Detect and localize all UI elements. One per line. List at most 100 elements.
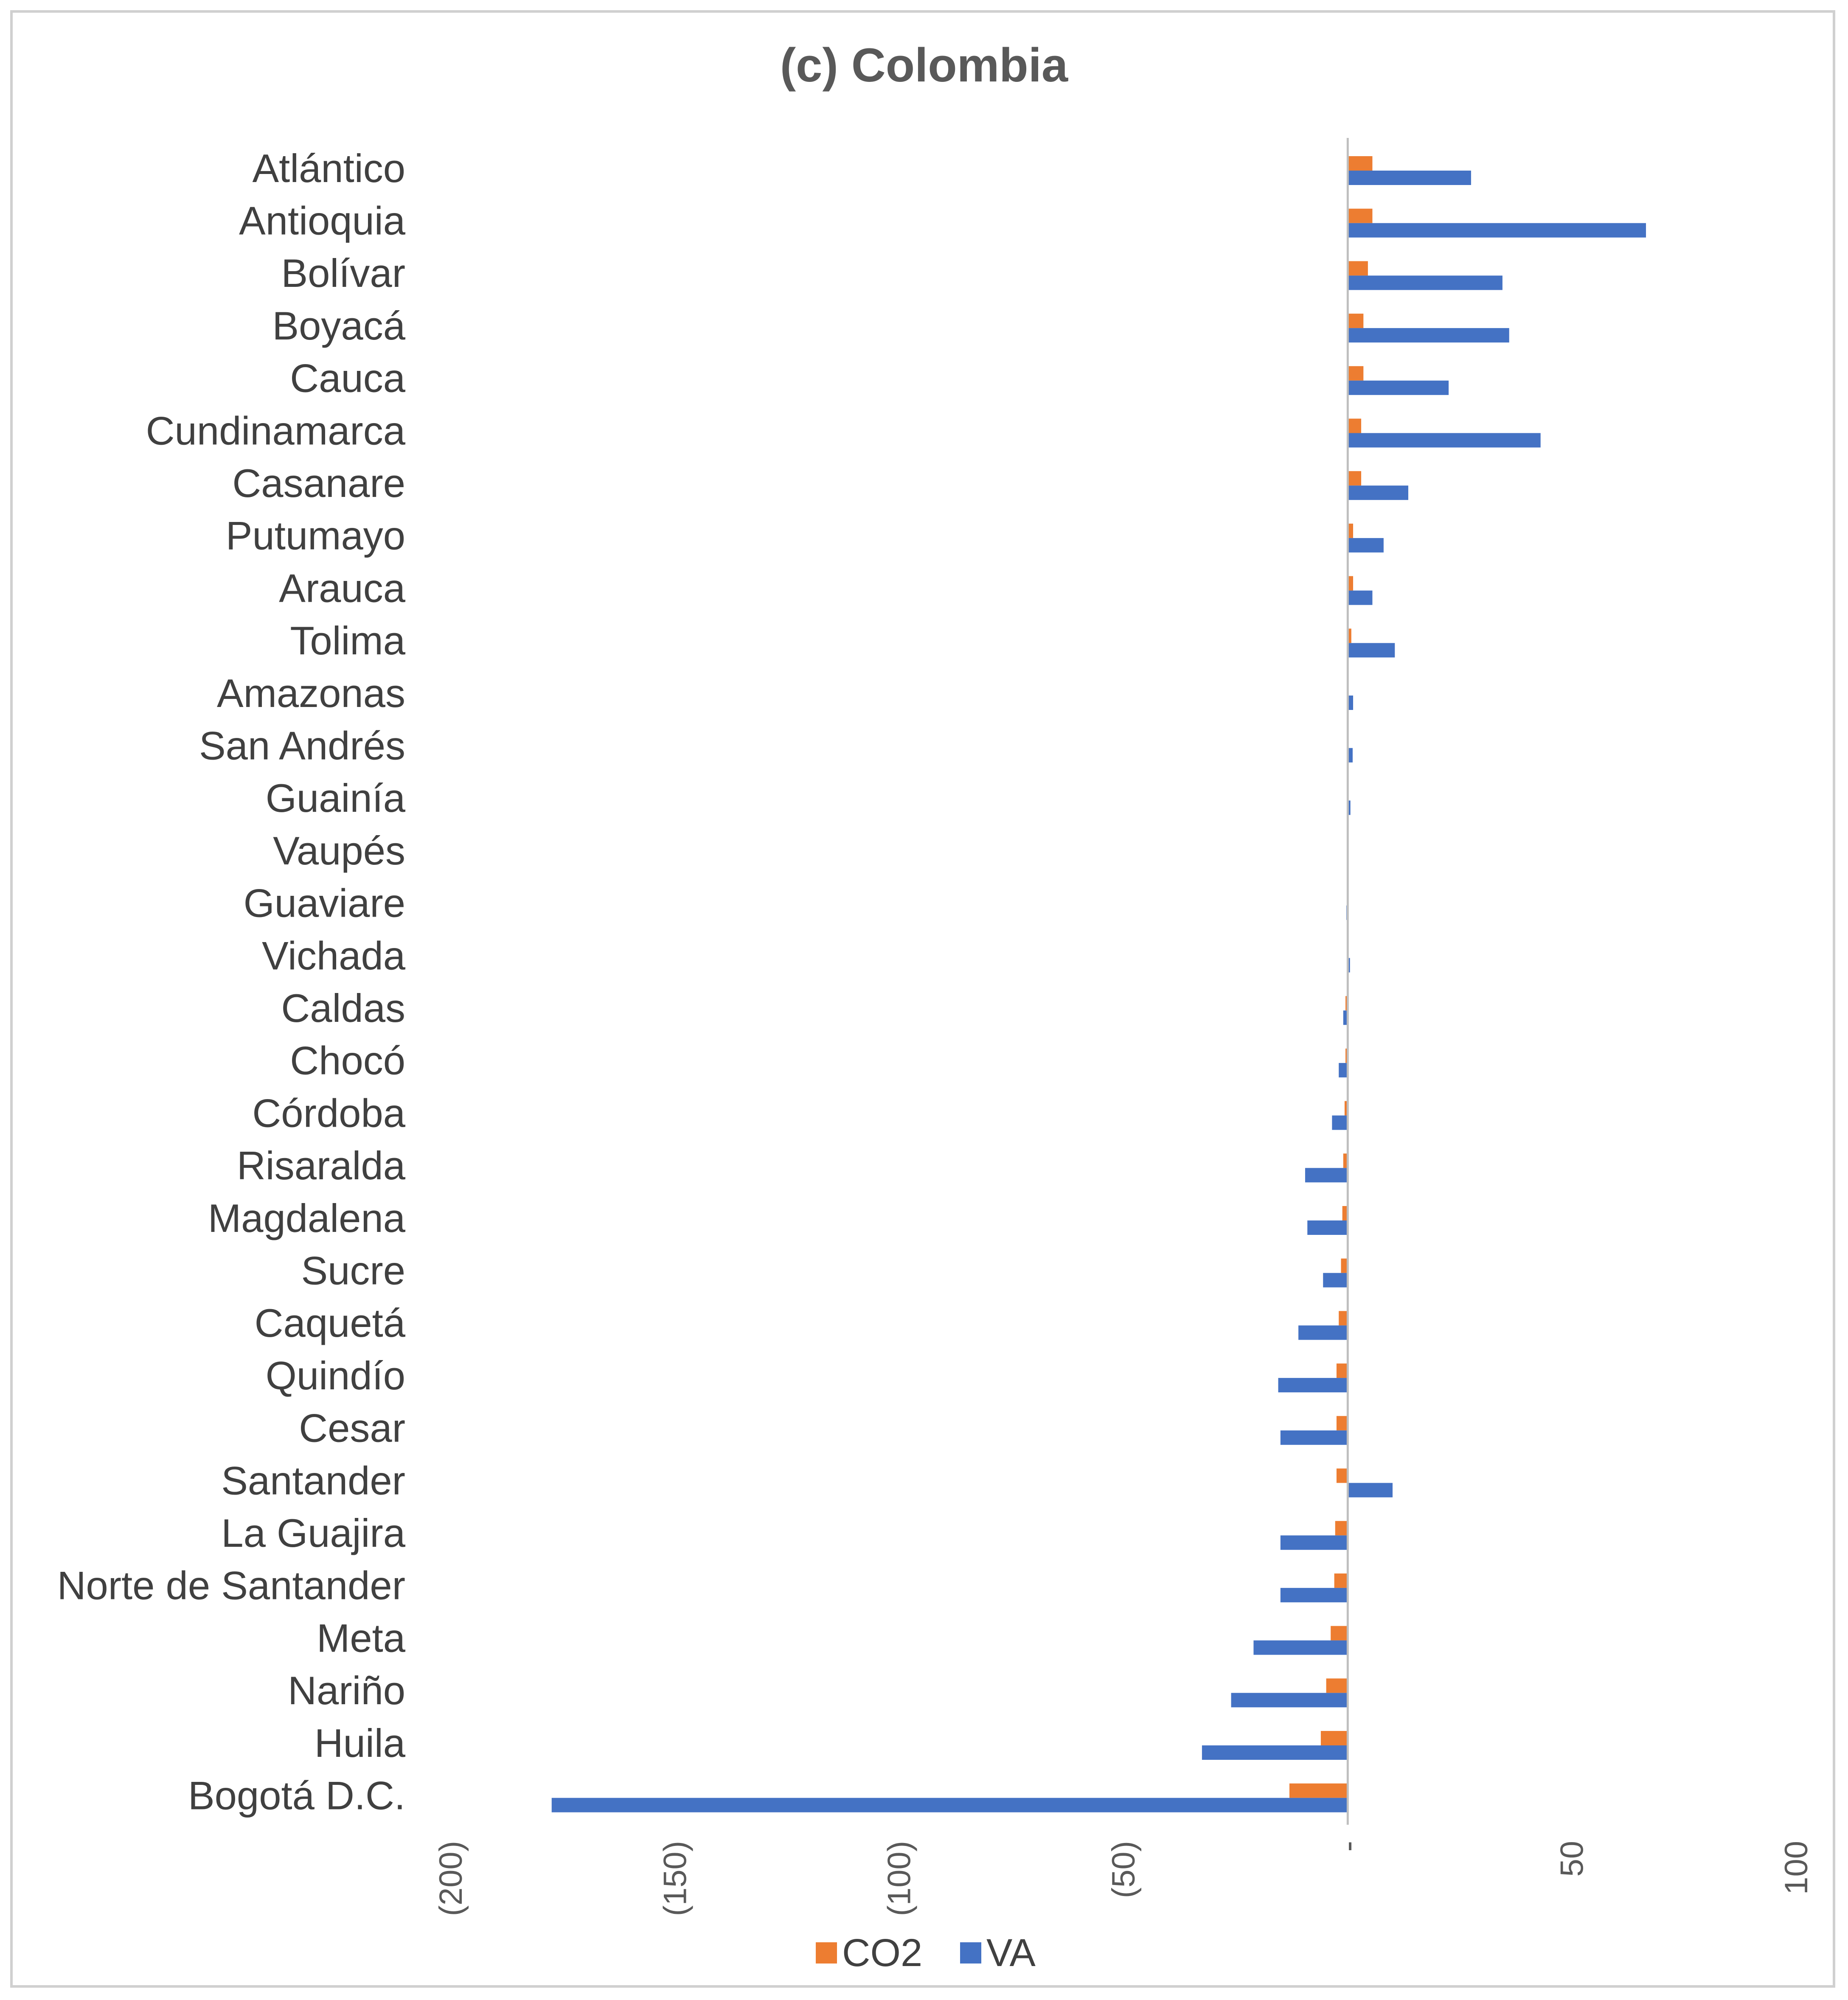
category-label-cauca: Cauca [290, 356, 405, 401]
bar-va-risaralda [1305, 1168, 1348, 1183]
bar-co2-arauca [1348, 576, 1354, 591]
bar-va-antioquia [1348, 223, 1646, 238]
category-label-norte-de-santander: Norte de Santander [57, 1563, 405, 1608]
category-label-boyaca: Boyacá [272, 303, 405, 348]
legend-swatch-co2 [816, 1942, 837, 1964]
category-label-caldas: Caldas [281, 986, 405, 1030]
x-tick-label: (50) [1106, 1841, 1142, 1898]
bar-co2-choco [1345, 1048, 1348, 1063]
category-label-atlantico: Atlántico [252, 146, 405, 191]
x-tick-label: (100) [882, 1841, 918, 1916]
bar-va-cauca [1348, 380, 1449, 395]
bar-co2-la-guajira [1335, 1521, 1348, 1536]
bar-va-arauca [1348, 590, 1373, 605]
bar-va-magdalena [1307, 1220, 1348, 1235]
category-label-la-guajira: La Guajira [221, 1511, 405, 1555]
bar-va-quindio [1278, 1378, 1348, 1393]
category-label-casanare: Casanare [232, 461, 405, 505]
category-label-cordoba: Córdoba [252, 1091, 405, 1135]
legend-label-va: VA [986, 1931, 1036, 1975]
bar-va-bogota-d-c [551, 1798, 1348, 1812]
bar-co2-cordoba [1344, 1101, 1348, 1116]
bar-co2-bogota-d-c [1289, 1783, 1348, 1798]
category-label-caqueta: Caquetá [255, 1301, 406, 1345]
category-label-guainia: Guainía [266, 776, 406, 820]
category-label-cundinamarca: Cundinamarca [146, 408, 406, 453]
category-label-narino: Nariño [288, 1668, 405, 1713]
category-label-bolivar: Bolívar [281, 251, 405, 295]
x-axis-ticks: (200) (150) (100) (50) - 50 100 [433, 1841, 1814, 1916]
bar-co2-risaralda [1343, 1153, 1348, 1168]
category-label-putumayo: Putumayo [226, 513, 405, 558]
bar-va-guainia [1348, 800, 1351, 815]
legend: CO2 VA [816, 1931, 1036, 1975]
category-label-huila: Huila [315, 1721, 406, 1765]
bar-co2-cesar [1336, 1416, 1348, 1431]
bar-co2-cauca [1348, 366, 1364, 381]
bar-va-tolima [1348, 643, 1395, 658]
category-label-meta: Meta [317, 1616, 406, 1660]
bar-va-la-guajira [1280, 1535, 1348, 1550]
category-label-bogota-d-c: Bogotá D.C. [188, 1773, 405, 1818]
category-label-magdalena: Magdalena [208, 1196, 406, 1240]
category-label-guaviare: Guaviare [244, 881, 405, 926]
chart-frame [10, 10, 1835, 1988]
bar-co2-tolima [1348, 628, 1351, 643]
bar-co2-narino [1326, 1678, 1348, 1693]
bar-va-norte-de-santander [1280, 1588, 1348, 1602]
category-label-vichada: Vichada [262, 933, 406, 978]
x-tick-label: 50 [1554, 1841, 1590, 1877]
legend-swatch-va [960, 1942, 981, 1964]
bar-va-putumayo [1348, 538, 1384, 553]
bar-va-bolivar [1348, 275, 1503, 290]
bar-va-huila [1202, 1745, 1348, 1760]
bar-va-cordoba [1332, 1115, 1348, 1130]
bar-va-meta [1253, 1640, 1348, 1655]
bar-va-narino [1231, 1693, 1348, 1708]
category-label-arauca: Arauca [279, 566, 406, 610]
bar-va-cesar [1280, 1430, 1348, 1445]
category-label-amazonas: Amazonas [217, 671, 405, 715]
bar-va-santander [1348, 1483, 1393, 1498]
category-labels: Atlántico Antioquia Bolívar Boyacá Cauca Cund… [57, 146, 406, 1818]
x-tick-label: (200) [433, 1841, 469, 1916]
bar-co2-atlantico [1348, 156, 1373, 171]
bar-co2-huila [1320, 1731, 1348, 1745]
bar-va-sucre [1323, 1273, 1348, 1288]
bar-va-san-andres [1348, 748, 1353, 763]
bar-co2-sucre [1341, 1258, 1348, 1273]
bar-va-amazonas [1348, 696, 1354, 710]
bar-co2-magdalena [1342, 1206, 1348, 1220]
x-tick-label: - [1330, 1841, 1366, 1851]
bars [551, 156, 1646, 1812]
legend-label-co2: CO2 [842, 1931, 922, 1975]
bar-co2-bolivar [1348, 261, 1368, 276]
bar-co2-cundinamarca [1348, 418, 1362, 433]
bar-co2-santander [1336, 1468, 1348, 1483]
x-tick-label: 100 [1778, 1841, 1814, 1895]
bar-va-cundinamarca [1348, 433, 1541, 448]
category-label-risaralda: Risaralda [237, 1143, 406, 1188]
category-label-tolima: Tolima [290, 618, 405, 663]
bar-co2-caqueta [1339, 1311, 1348, 1326]
bar-va-boyaca [1348, 328, 1509, 343]
chart-title: (c) Colombia [780, 39, 1068, 92]
bar-co2-quindio [1336, 1363, 1348, 1378]
category-label-antioquia: Antioquia [239, 199, 406, 243]
bar-co2-caldas [1345, 996, 1348, 1011]
bar-co2-norte-de-santander [1334, 1573, 1348, 1588]
category-label-sucre: Sucre [301, 1248, 405, 1293]
bar-va-caqueta [1298, 1325, 1348, 1340]
category-label-cesar: Cesar [299, 1406, 405, 1450]
bar-co2-antioquia [1348, 208, 1373, 223]
bar-co2-meta [1331, 1626, 1348, 1641]
bar-va-casanare [1348, 485, 1408, 500]
bar-co2-putumayo [1348, 523, 1354, 538]
bar-co2-boyaca [1348, 314, 1364, 328]
category-label-choco: Chocó [290, 1038, 405, 1083]
bar-va-caldas [1343, 1010, 1348, 1025]
bar-va-choco [1339, 1063, 1348, 1077]
x-tick-label: (150) [657, 1841, 693, 1916]
category-label-quindio: Quindío [266, 1353, 405, 1398]
